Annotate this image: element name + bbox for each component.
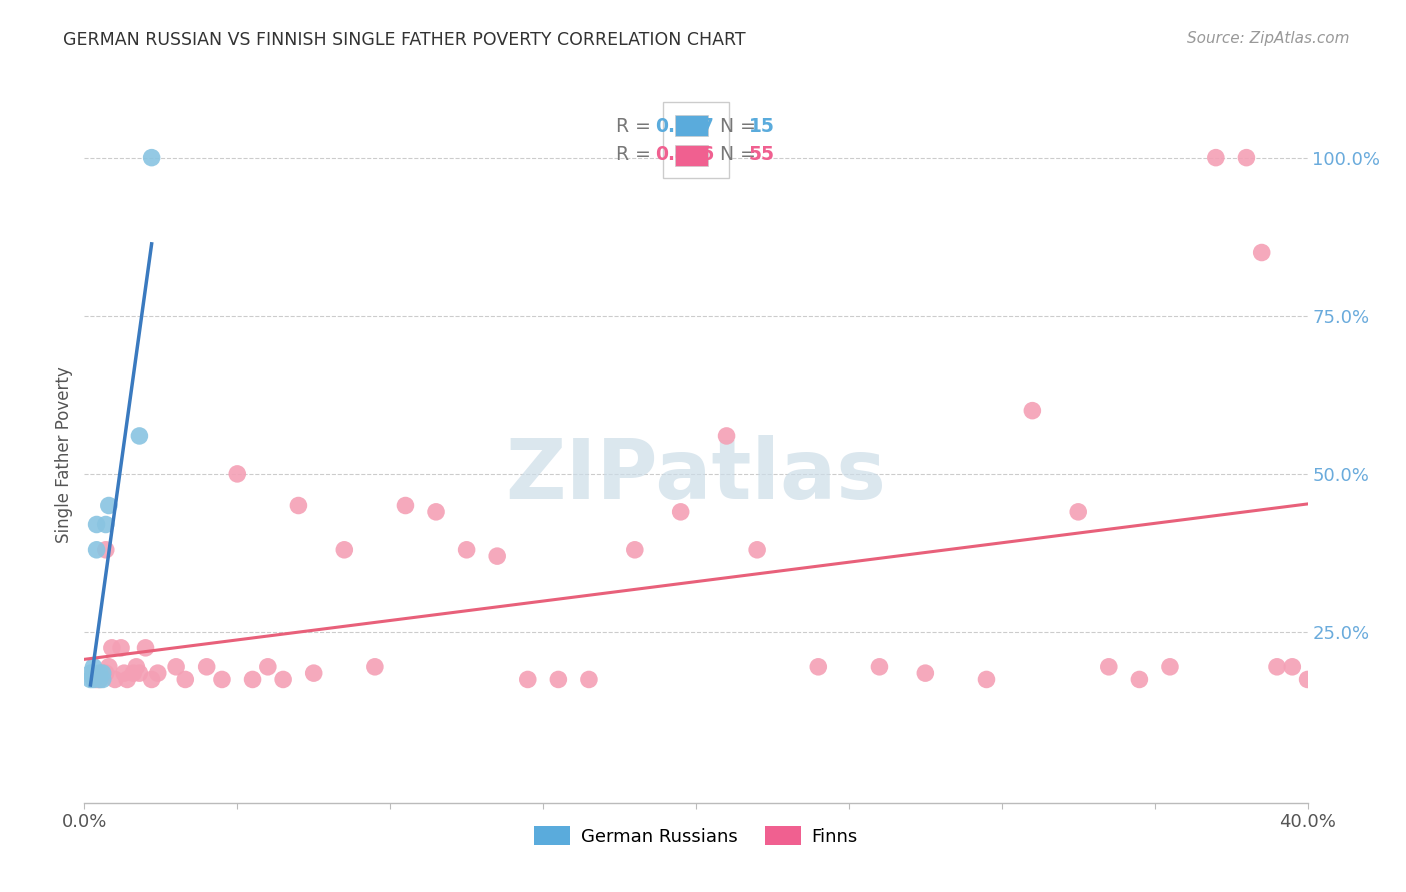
Point xyxy=(669,505,692,519)
Point xyxy=(83,673,105,687)
Point xyxy=(271,673,294,687)
Point xyxy=(333,542,356,557)
Text: Source: ZipAtlas.com: Source: ZipAtlas.com xyxy=(1187,31,1350,46)
Text: 0.617: 0.617 xyxy=(655,118,714,136)
Point xyxy=(79,666,101,681)
Text: N =: N = xyxy=(709,118,762,136)
Point xyxy=(578,673,600,687)
Point xyxy=(716,429,738,443)
Text: 55: 55 xyxy=(748,145,775,164)
Point xyxy=(287,499,309,513)
Point xyxy=(914,666,936,681)
Point xyxy=(83,660,105,674)
Text: GERMAN RUSSIAN VS FINNISH SINGLE FATHER POVERTY CORRELATION CHART: GERMAN RUSSIAN VS FINNISH SINGLE FATHER … xyxy=(63,31,747,49)
Point xyxy=(211,673,233,687)
Point xyxy=(807,660,830,674)
Point xyxy=(94,542,117,557)
Point xyxy=(976,673,998,687)
Point xyxy=(128,666,150,681)
Point xyxy=(394,499,416,513)
Point xyxy=(91,666,114,681)
Point xyxy=(141,673,163,687)
Point xyxy=(94,517,117,532)
Point xyxy=(425,505,447,519)
Point xyxy=(486,549,509,563)
Point xyxy=(97,499,120,513)
Point xyxy=(165,660,187,674)
Y-axis label: Single Father Poverty: Single Father Poverty xyxy=(55,367,73,543)
Point xyxy=(257,660,280,674)
Point xyxy=(128,429,150,443)
Point xyxy=(1098,660,1121,674)
Point xyxy=(302,666,325,681)
Point xyxy=(115,673,138,687)
Point xyxy=(1067,505,1090,519)
Point xyxy=(89,673,111,687)
Point xyxy=(110,640,132,655)
Point xyxy=(89,666,111,681)
Point xyxy=(104,673,127,687)
Point xyxy=(89,673,111,687)
Point xyxy=(1021,403,1043,417)
Point xyxy=(94,666,117,681)
Point xyxy=(141,151,163,165)
Point xyxy=(1236,151,1258,165)
Point xyxy=(86,542,108,557)
Point xyxy=(364,660,387,674)
Point xyxy=(174,673,197,687)
Point xyxy=(195,660,218,674)
Point xyxy=(1250,245,1272,260)
Point xyxy=(125,660,148,674)
Point xyxy=(456,542,478,557)
Text: 0.496: 0.496 xyxy=(655,145,714,164)
Point xyxy=(97,660,120,674)
Point xyxy=(1296,673,1319,687)
Point xyxy=(135,640,157,655)
Point xyxy=(516,673,538,687)
Point xyxy=(747,542,769,557)
Point xyxy=(91,666,114,681)
Point xyxy=(624,542,647,557)
Point xyxy=(242,673,264,687)
Point xyxy=(1205,151,1227,165)
Text: N =: N = xyxy=(709,145,762,164)
Text: R =: R = xyxy=(616,118,658,136)
Point xyxy=(91,673,114,687)
Point xyxy=(101,640,124,655)
Point xyxy=(86,673,108,687)
Point xyxy=(226,467,249,481)
Point xyxy=(79,673,101,687)
Text: ZIPatlas: ZIPatlas xyxy=(506,435,886,516)
Point xyxy=(547,673,569,687)
Point xyxy=(869,660,891,674)
Point xyxy=(1128,673,1150,687)
Legend: German Russians, Finns: German Russians, Finns xyxy=(527,819,865,853)
Point xyxy=(146,666,169,681)
Point xyxy=(1159,660,1181,674)
Point xyxy=(83,666,105,681)
Point xyxy=(1281,660,1303,674)
Point xyxy=(112,666,135,681)
Point xyxy=(1265,660,1288,674)
Point xyxy=(122,666,145,681)
Text: 15: 15 xyxy=(748,118,775,136)
Text: R =: R = xyxy=(616,145,658,164)
Point xyxy=(86,517,108,532)
